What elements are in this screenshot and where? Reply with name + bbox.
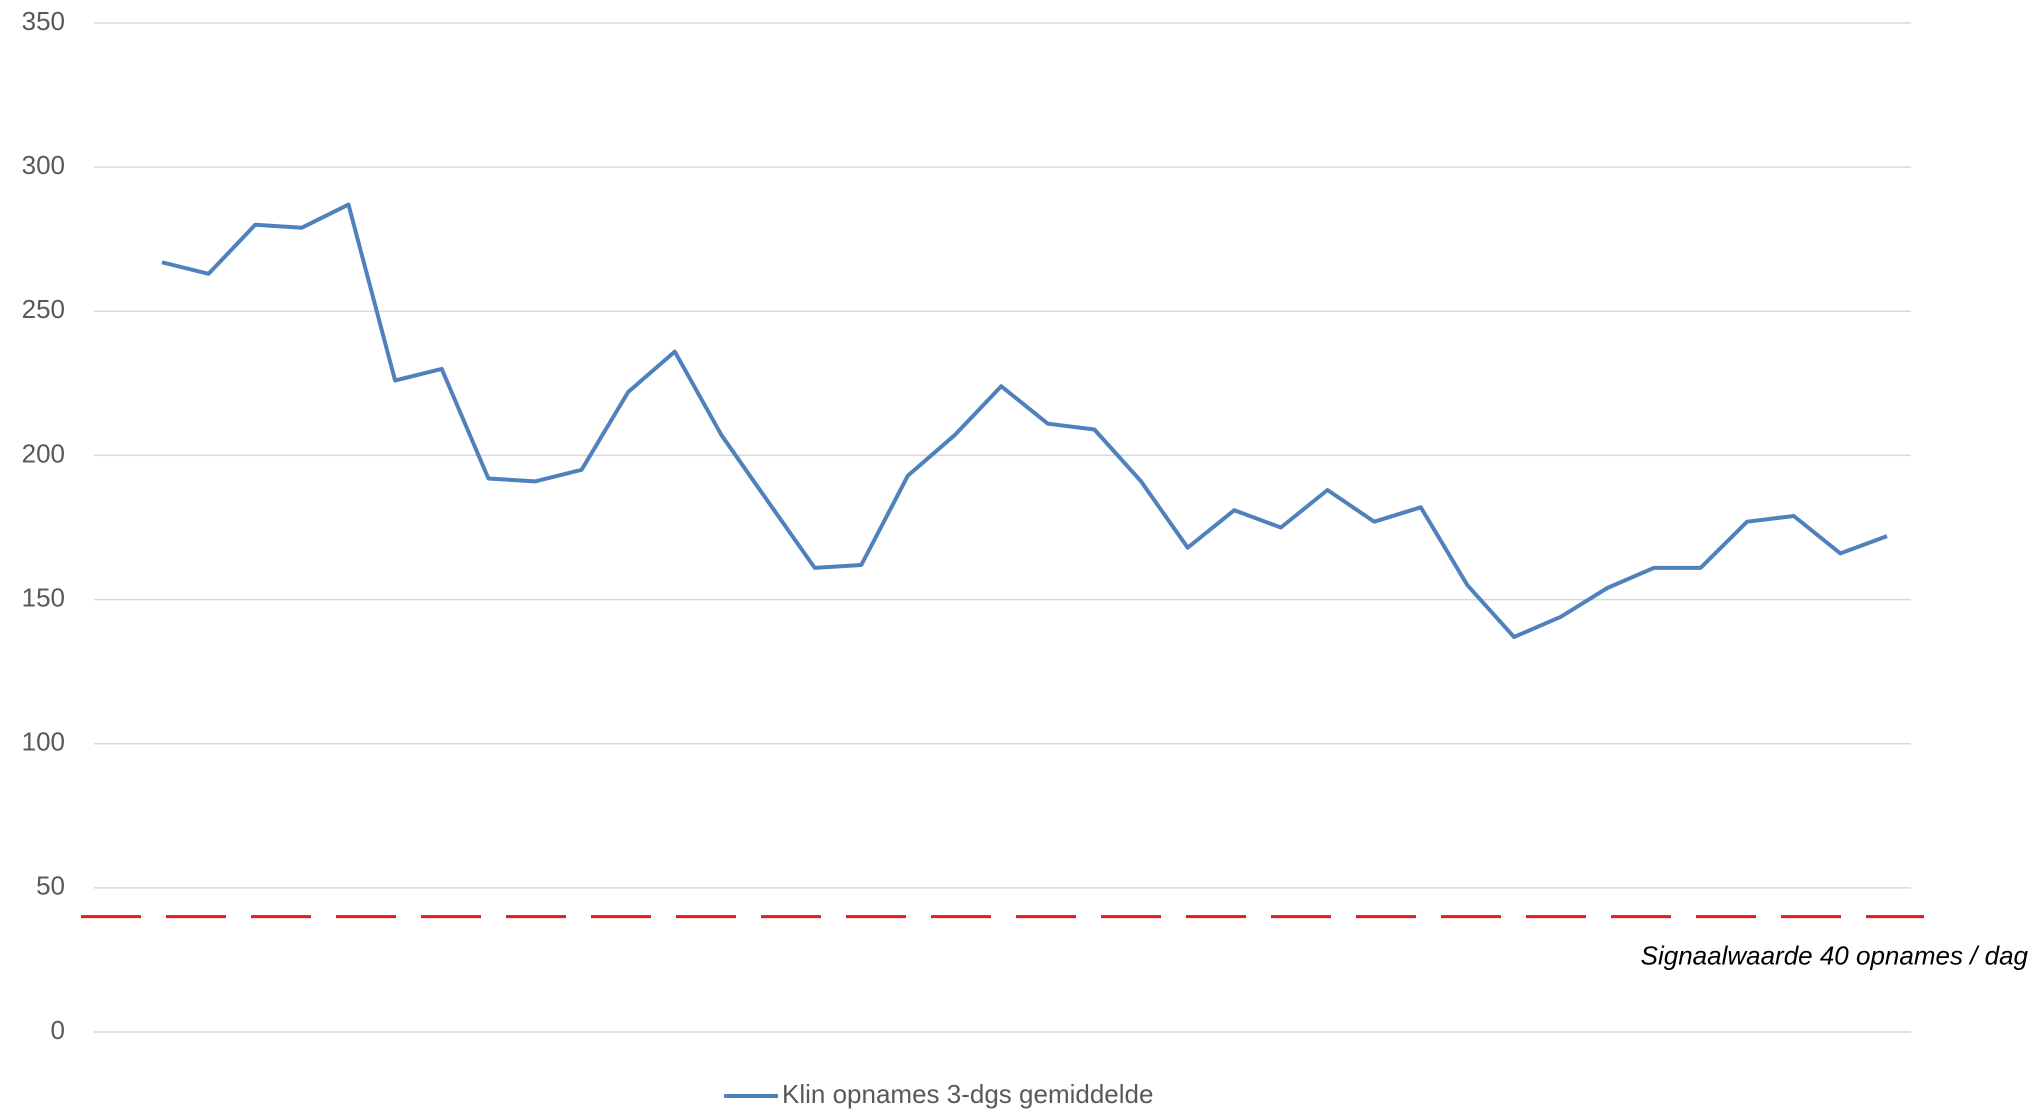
y-tick-label: 250 [22, 294, 65, 324]
y-tick-label: 0 [51, 1015, 65, 1045]
y-tick-label: 150 [22, 582, 65, 612]
reference-label: Signaalwaarde 40 opnames / dag [1641, 941, 2029, 971]
y-tick-label: 300 [22, 150, 65, 180]
y-tick-label: 50 [36, 871, 65, 901]
y-tick-label: 200 [22, 438, 65, 468]
legend-label: Klin opnames 3-dgs gemiddelde [782, 1079, 1153, 1109]
y-tick-label: 100 [22, 727, 65, 757]
line-series [161, 202, 1888, 639]
y-tick-label: 350 [22, 6, 65, 36]
